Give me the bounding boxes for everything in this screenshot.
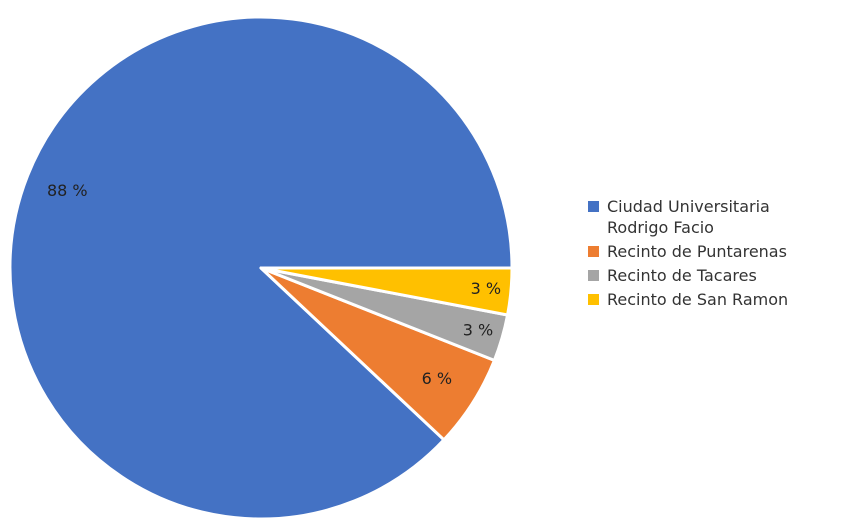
legend-label: Ciudad Universitaria Rodrigo Facio: [607, 197, 770, 237]
legend-swatch: [588, 270, 599, 281]
legend-item: Recinto de Puntarenas: [588, 241, 838, 262]
data-label: 3 %: [471, 279, 501, 298]
legend-item: Recinto de San Ramon: [588, 289, 838, 310]
legend-item: Recinto de Tacares: [588, 265, 838, 286]
legend-swatch: [588, 246, 599, 257]
legend-item: Ciudad Universitaria Rodrigo Facio: [588, 196, 838, 238]
legend-swatch: [588, 294, 599, 305]
pie-slice: [259, 266, 514, 317]
data-label: 6 %: [422, 369, 452, 388]
legend-label: Recinto de San Ramon: [607, 290, 789, 309]
legend-label: Recinto de Puntarenas: [607, 242, 787, 261]
legend-swatch: [588, 201, 599, 212]
data-label: 88 %: [47, 181, 88, 200]
legend-label: Recinto de Tacares: [607, 266, 757, 285]
legend: Ciudad Universitaria Rodrigo Facio Recint…: [588, 196, 838, 313]
data-label: 3 %: [463, 321, 493, 340]
